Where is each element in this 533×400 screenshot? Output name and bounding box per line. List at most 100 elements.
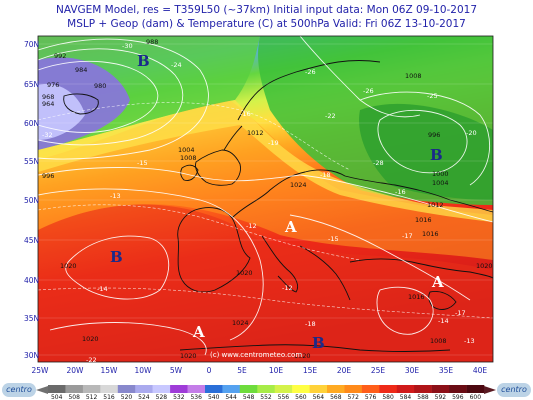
colorbar-tick-label: 564: [313, 394, 325, 400]
colorbar-tick-label: 548: [243, 394, 255, 400]
colorbar-arrow-left: [36, 386, 48, 394]
warm-zone: [38, 204, 493, 362]
lat-label: 65N: [24, 80, 39, 89]
isobar-label: 1020: [294, 352, 311, 360]
colorbar-swatch: [309, 385, 328, 393]
temp-label: -25: [427, 92, 438, 100]
temp-label: -26: [305, 68, 316, 76]
colorbar-swatch: [48, 385, 66, 393]
colorbar-tick-label: 516: [103, 394, 115, 400]
lon-label: 20W: [67, 366, 85, 375]
colorbar-tick-label: 568: [330, 394, 342, 400]
colorbar-tick-label: 576: [365, 394, 377, 400]
colorbar-swatch: [274, 385, 293, 393]
lon-label: 35E: [439, 366, 454, 375]
lon-label: 25E: [371, 366, 386, 375]
lat-label: 60N: [24, 119, 39, 128]
colorbar-tick-label: 528: [156, 394, 168, 400]
temp-label: -12: [282, 284, 293, 292]
temperature-contours: [38, 102, 493, 319]
isobar-label: 1020: [60, 262, 77, 270]
colorbar-tick-label: 524: [138, 394, 150, 400]
isobar-label: 1020: [236, 269, 253, 277]
cold-core-west: [38, 84, 85, 140]
colorbar-swatch: [222, 385, 241, 393]
lon-label: 25W: [32, 366, 50, 375]
temp-label: -17: [455, 309, 466, 317]
isobar-label: 1004: [178, 146, 195, 154]
isobar-label: 1016: [422, 230, 439, 238]
low-pressure-center: B: [110, 248, 123, 266]
temp-label: -14: [97, 285, 108, 293]
colorbar-tick-label: 520: [121, 394, 133, 400]
colorbar-swatch: [135, 385, 153, 393]
isobar-label: 1020: [476, 262, 493, 270]
isobar-label: 1008: [405, 72, 422, 80]
temp-label: -14: [438, 317, 449, 325]
colorbar-swatch: [117, 385, 136, 393]
temp-label: -22: [86, 356, 97, 364]
colorbar-swatch: [344, 385, 363, 393]
isobar-label: 1008: [430, 337, 447, 345]
colorbar-swatch: [361, 385, 380, 393]
colorbar-tick-label: 588: [417, 394, 429, 400]
isobar-label: 1020: [180, 352, 197, 360]
isobar-label: 1012: [247, 129, 264, 137]
colorbar: [48, 385, 485, 393]
plot-frame: [37, 35, 494, 363]
lon-label: 0: [207, 366, 212, 375]
deep-trough-east: [359, 103, 493, 200]
lat-label: 35N: [24, 314, 39, 323]
isobar-label: 996: [428, 131, 440, 139]
header-valid-line: MSLP + Geop (dam) & Temperature (C) at 5…: [67, 18, 466, 30]
colorbar-swatch: [379, 385, 398, 393]
colorbar-arrow-right: [484, 386, 496, 394]
temp-label: -28: [373, 159, 384, 167]
isobar-label: 1012: [427, 201, 444, 209]
isobar-label: 992: [54, 52, 66, 60]
lat-label: 45N: [24, 236, 39, 245]
low-pressure-center: B: [430, 146, 443, 164]
lon-label: 15W: [101, 366, 119, 375]
isobar-label: 984: [75, 66, 87, 74]
lat-label: 70N: [24, 40, 39, 49]
isobar-label: 1020: [82, 335, 99, 343]
isobar-label: 1024: [290, 181, 307, 189]
temp-label: -22: [325, 112, 336, 120]
colorbar-swatch: [187, 385, 206, 393]
colorbar-tick-label: 560: [295, 394, 307, 400]
centro-logo-right: centro: [497, 383, 531, 397]
header-model-line: NAVGEM Model, res = T359L50 (~37km) Init…: [55, 4, 478, 16]
colorbar-tick-label: 540: [208, 394, 220, 400]
lon-label: 30E: [405, 366, 420, 375]
isobar-label: 1000: [432, 170, 449, 178]
isobar-label: 1008: [180, 154, 197, 162]
temp-label: -18: [320, 171, 331, 179]
temp-label: -26: [363, 87, 374, 95]
watermark: (c) www.centrometeo.com: [210, 351, 302, 359]
temp-label: -18: [305, 320, 316, 328]
colorbar-swatch: [396, 385, 415, 393]
lat-label: 55N: [24, 157, 39, 166]
isobar-label: 1004: [432, 179, 449, 187]
isobar-label: 1016: [408, 293, 425, 301]
temp-label: -20: [466, 129, 477, 137]
lon-label: 15E: [303, 366, 318, 375]
temp-label: -15: [328, 235, 339, 243]
lon-label: 40E: [473, 366, 488, 375]
colorbar-tick-label: 596: [452, 394, 464, 400]
colorbar-swatch: [257, 385, 275, 393]
high-pressure-center: A: [192, 323, 205, 341]
centro-logo-left: centro: [2, 383, 36, 397]
isobar-label: 964: [42, 100, 54, 108]
colorbar-swatch: [152, 385, 171, 393]
colorbar-swatch: [82, 385, 101, 393]
temp-label: -30: [122, 42, 133, 50]
colorbar-swatch: [292, 385, 310, 393]
colorbar-tick-label: 600: [470, 394, 482, 400]
isobar-label: 1016: [415, 216, 432, 224]
colorbar-tick-label: 532: [173, 394, 185, 400]
colorbar-tick-label: 512: [86, 394, 98, 400]
lon-label: 10W: [135, 366, 153, 375]
